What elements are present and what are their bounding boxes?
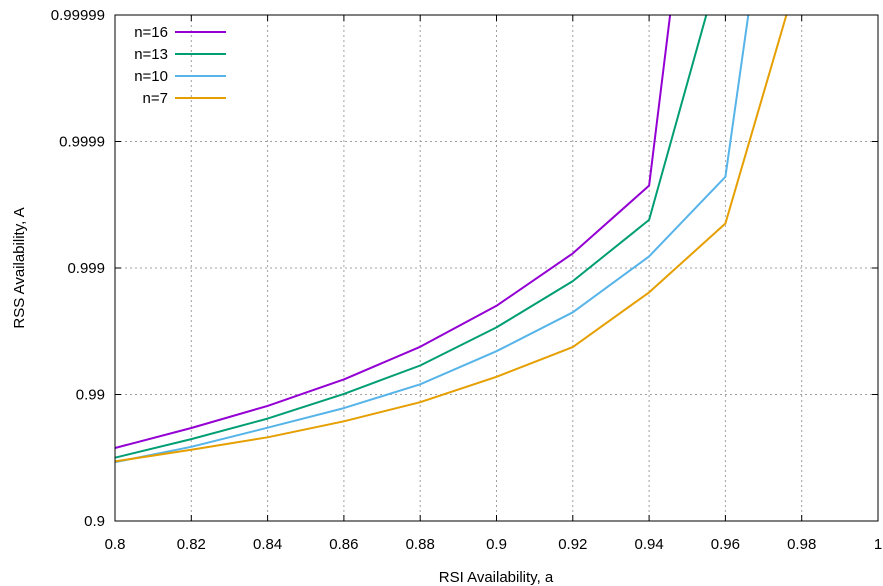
series-line-n-13 — [114, 14, 708, 459]
legend-label: n=16 — [134, 24, 168, 41]
x-tick-label: 0.96 — [711, 536, 740, 553]
x-tick-label: 0.94 — [634, 536, 663, 553]
x-tick-label: 0.88 — [406, 536, 435, 553]
series-line-n-7 — [114, 14, 788, 463]
x-tick-label: 0.92 — [558, 536, 587, 553]
series-lines — [114, 14, 788, 464]
x-tick-label: 0.9 — [486, 536, 507, 553]
x-tick-label: 0.86 — [329, 536, 358, 553]
y-tick-label: 0.99 — [76, 387, 105, 404]
x-tick-label: 0.84 — [253, 536, 282, 553]
y-tick-label: 0.999 — [67, 260, 105, 277]
x-tick-label: 0.82 — [177, 536, 206, 553]
x-axis-ticks: 0.8 0.82 0.84 0.86 0.88 0.9 0.92 0.94 0.96 0.98 1 — [105, 15, 882, 553]
y-tick-label: 0.99999 — [51, 7, 105, 24]
legend: n=16 n=13 n=10 n=7 — [134, 24, 226, 107]
y-tick-label: 0.9999 — [59, 134, 105, 151]
y-axis-ticks: 0.9 0.99 0.999 0.9999 0.99999 — [51, 7, 878, 530]
y-tick-label: 0.9 — [84, 513, 105, 530]
y-axis-label: RSS Availability, A — [11, 207, 28, 328]
legend-label: n=7 — [143, 90, 168, 107]
legend-label: n=13 — [134, 46, 168, 63]
x-tick-label: 0.8 — [105, 536, 126, 553]
series-line-n-10 — [114, 14, 750, 464]
x-tick-label: 1 — [874, 536, 882, 553]
x-axis-label: RSI Availability, a — [439, 569, 554, 586]
series-line-n-16 — [114, 14, 672, 449]
legend-label: n=10 — [134, 68, 168, 85]
x-tick-label: 0.98 — [787, 536, 816, 553]
